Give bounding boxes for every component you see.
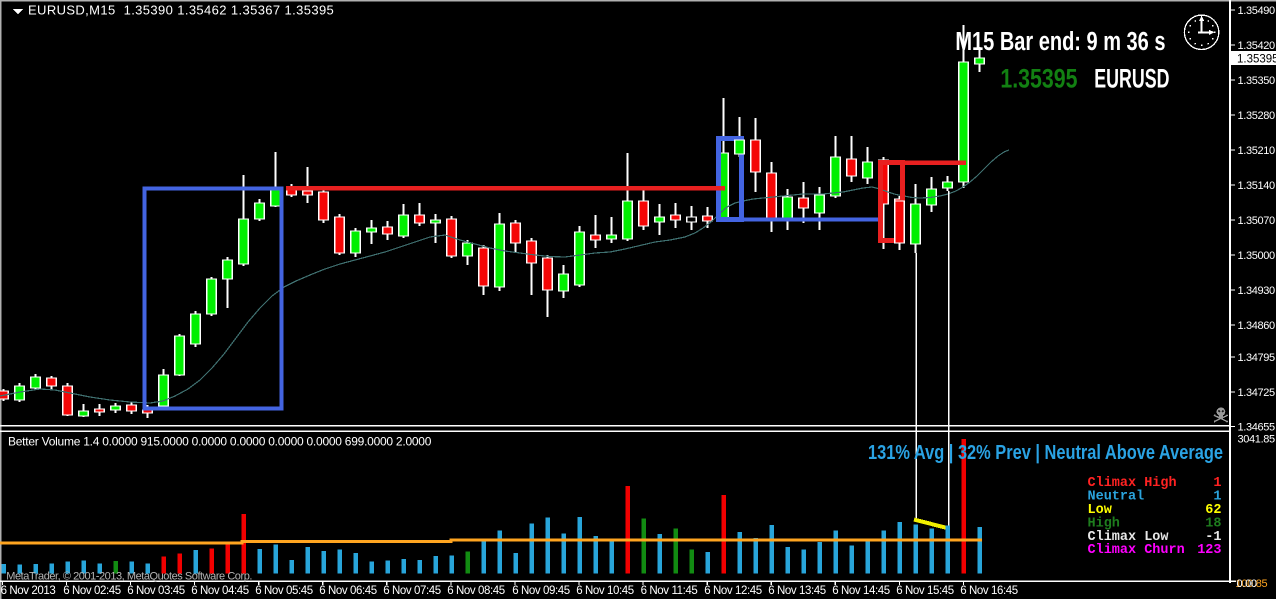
svg-text:6 Nov 03:45: 6 Nov 03:45 (127, 585, 185, 597)
svg-text:6 Nov 05:45: 6 Nov 05:45 (255, 585, 313, 597)
svg-text:High: High (1088, 516, 1120, 531)
svg-text:1.35395: 1.35395 (1237, 54, 1276, 66)
svg-text:6 Nov 14:45: 6 Nov 14:45 (832, 585, 890, 597)
svg-text:1.35210: 1.35210 (1238, 145, 1276, 157)
svg-text:6 Nov 08:45: 6 Nov 08:45 (447, 585, 505, 597)
svg-text:1.35350: 1.35350 (1238, 75, 1276, 87)
svg-text:1: 1 (1213, 489, 1221, 504)
svg-text:M15 Bar end: 9 m 36 s: M15 Bar end: 9 m 36 s (955, 26, 1165, 55)
svg-text:6 Nov 04:45: 6 Nov 04:45 (191, 585, 249, 597)
svg-text:Climax Churn: Climax Churn (1088, 543, 1185, 558)
svg-text:62: 62 (1205, 503, 1221, 518)
svg-text:100.85: 100.85 (1236, 578, 1268, 590)
svg-text:1.35140: 1.35140 (1238, 180, 1276, 192)
svg-text:EURUSD,M15 1.35390 1.35462 1.: EURUSD,M15 1.35390 1.35462 1.35367 1.353… (28, 3, 334, 18)
svg-text:6 Nov 13:45: 6 Nov 13:45 (768, 585, 826, 597)
svg-text:6 Nov 07:45: 6 Nov 07:45 (383, 585, 441, 597)
svg-text:1.35420: 1.35420 (1238, 40, 1276, 52)
svg-text:Neutral: Neutral (1088, 489, 1145, 504)
svg-text:123: 123 (1197, 543, 1221, 558)
svg-text:Climax High: Climax High (1088, 476, 1177, 491)
svg-text:-1: -1 (1205, 530, 1221, 545)
svg-text:0.00: 0.00 (1237, 578, 1257, 590)
svg-text:1.35490: 1.35490 (1238, 5, 1276, 17)
svg-text:6 Nov 10:45: 6 Nov 10:45 (576, 585, 634, 597)
svg-text:1.35280: 1.35280 (1238, 110, 1276, 122)
svg-text:6 Nov 06:45: 6 Nov 06:45 (319, 585, 377, 597)
svg-text:1.34795: 1.34795 (1238, 352, 1276, 364)
svg-text:6 Nov 09:45: 6 Nov 09:45 (512, 585, 570, 597)
svg-text:6 Nov 12:45: 6 Nov 12:45 (704, 585, 762, 597)
svg-text:6 Nov 16:45: 6 Nov 16:45 (960, 585, 1018, 597)
svg-text:18: 18 (1205, 516, 1221, 531)
svg-text:1.34725: 1.34725 (1238, 387, 1276, 399)
svg-text:1.35000: 1.35000 (1238, 250, 1276, 262)
svg-text:1.35070: 1.35070 (1238, 215, 1276, 227)
svg-text:3041.85: 3041.85 (1238, 434, 1276, 446)
svg-text:Low: Low (1088, 503, 1113, 518)
svg-text:MetaTrader, © 2001-2013, MetaQ: MetaTrader, © 2001-2013, MetaQuotes Soft… (6, 571, 252, 583)
svg-text:131% Avg | 32% Prev | Neutral: 131% Avg | 32% Prev | Neutral Above Aver… (868, 440, 1223, 463)
svg-text:Better Volume 1.4 0.0000 915.0: Better Volume 1.4 0.0000 915.0000 0.0000… (8, 435, 432, 449)
svg-text:1.34655: 1.34655 (1238, 422, 1276, 434)
svg-text:1.35395: 1.35395 (1000, 64, 1077, 94)
svg-text:Climax Low: Climax Low (1088, 530, 1170, 545)
svg-text:6 Nov 11:45: 6 Nov 11:45 (641, 585, 698, 597)
svg-text:6 Nov 2013: 6 Nov 2013 (1, 585, 56, 597)
svg-text:1: 1 (1213, 476, 1221, 491)
svg-text:1.34860: 1.34860 (1238, 320, 1276, 332)
svg-text:6 Nov 15:45: 6 Nov 15:45 (896, 585, 954, 597)
svg-text:1.34930: 1.34930 (1238, 285, 1276, 297)
svg-text:6 Nov 02:45: 6 Nov 02:45 (63, 585, 121, 597)
svg-text:EURUSD: EURUSD (1094, 63, 1169, 94)
